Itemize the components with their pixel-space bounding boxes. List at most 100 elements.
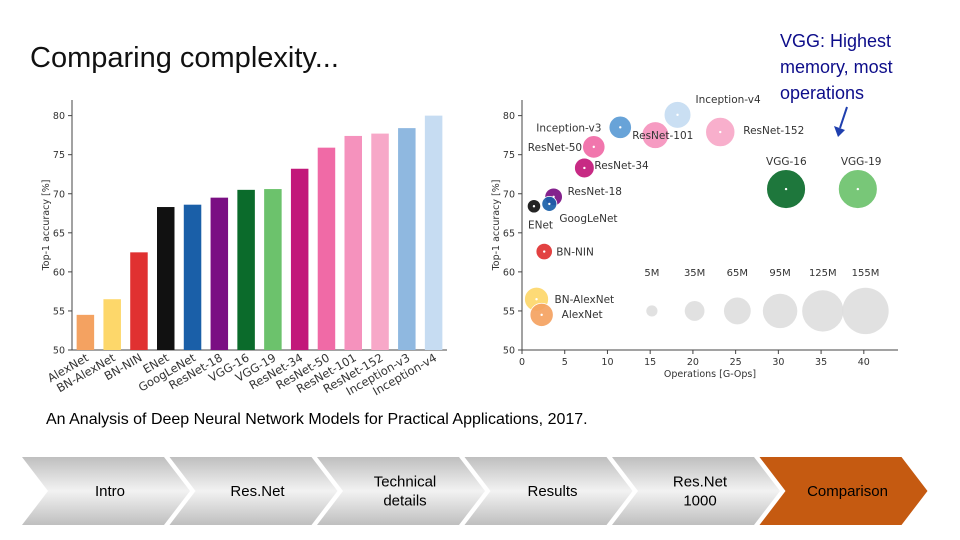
nav-step[interactable]: Res.Net (169, 457, 338, 525)
nav-step[interactable]: Results (464, 457, 633, 525)
y-tick-label: 65 (503, 228, 515, 239)
bubble-label-resnet-34: ResNet-34 (594, 160, 649, 172)
nav-step[interactable]: Technical details (317, 457, 485, 525)
citation: An Analysis of Deep Neural Network Model… (46, 411, 588, 428)
bubble-center (543, 250, 546, 253)
bar-bn-nin (130, 252, 148, 350)
bar-alexnet (76, 314, 95, 350)
bubble-label-resnet-18: ResNet-18 (568, 186, 622, 198)
y-tick-label: 70 (503, 189, 515, 200)
bar-vgg-19 (264, 189, 282, 350)
bar-inception-v3 (398, 128, 416, 350)
y-tick-label: 60 (503, 267, 515, 278)
bubble-center (784, 187, 788, 191)
bubble-center (856, 187, 860, 191)
x-tick-label: 25 (730, 357, 742, 368)
bar-resnet-50 (317, 147, 336, 350)
operations-bubble-chart: 5M 35M 65M 95M 125M 155M AlexNet BN-AlexNet BN-N… (491, 94, 898, 380)
bar-googlenet (183, 204, 202, 350)
nav-step-label: details (383, 493, 426, 510)
bubble-label-resnet-101: ResNet-101 (632, 130, 693, 142)
bubble-center (583, 166, 586, 170)
x-tick-label: 10 (601, 357, 613, 368)
nav-step[interactable]: Comparison (759, 457, 928, 525)
nav-step-label: 1000 (683, 493, 716, 510)
slide-title: Comparing complexity... (30, 42, 339, 74)
size-legend-circle (802, 290, 844, 332)
nav-step[interactable]: Res.Net 1000 (612, 457, 780, 525)
bar-resnet-34 (290, 168, 309, 350)
nav-step-label: Res.Net (230, 483, 285, 500)
size-legend-label: 125M (809, 268, 837, 279)
progress-nav: Intro Res.Net Technical details Results Res.N… (22, 457, 928, 525)
bubble-label-vgg-19: VGG-19 (841, 156, 882, 168)
bar-resnet-152 (371, 133, 389, 350)
bar-inception-v4 (424, 115, 443, 350)
bubble-label-inception-v3: Inception-v3 (536, 122, 601, 134)
bar-resnet-101 (344, 135, 362, 350)
nav-step-label: Results (527, 483, 577, 500)
nav-step-shape (169, 457, 338, 525)
size-legend-label: 65M (727, 268, 748, 279)
nav-step-shape (759, 457, 928, 525)
bubble-label-vgg-16: VGG-16 (766, 156, 807, 168)
y-tick-label: 55 (503, 306, 515, 317)
size-legend-circle (762, 293, 798, 329)
x-tick-label: 5 (562, 357, 568, 368)
y-tick-label: 80 (503, 111, 515, 122)
y-tick-label: 80 (53, 111, 65, 122)
bubble-center (540, 313, 543, 317)
size-legend-circle (684, 301, 705, 321)
bubble-center (719, 130, 722, 134)
x-tick-label: 0 (519, 357, 525, 368)
size-legend-circle (842, 287, 889, 335)
nav-step-shape (317, 457, 485, 525)
y-tick-label: 55 (53, 306, 65, 317)
bar-enet (157, 207, 175, 350)
bar-vgg-16 (237, 189, 255, 350)
bubble-center (619, 126, 622, 129)
x-tick-label: 30 (772, 357, 784, 368)
size-legend-label: 35M (684, 268, 705, 279)
bubble-center (532, 205, 536, 208)
nav-step-label: Technical (374, 474, 437, 491)
y-tick-label: 60 (53, 267, 65, 278)
nav-step-label: Comparison (807, 483, 888, 500)
bubble-center (548, 202, 551, 206)
bubble-center (676, 113, 679, 117)
size-legend-circle (723, 297, 751, 325)
arrow-icon (834, 106, 848, 137)
bar-resnet-18 (210, 197, 229, 350)
x-tick-label: 35 (815, 357, 827, 368)
x-tick-label: 40 (858, 357, 870, 368)
y-tick-label: 70 (53, 189, 65, 200)
bubble-label-alexnet: AlexNet (562, 309, 603, 321)
y-tick-label: 65 (53, 228, 65, 239)
y-tick-label: 50 (53, 346, 65, 357)
bubble-center (535, 298, 538, 301)
size-legend-circle (646, 305, 658, 317)
nav-step-shape (22, 457, 190, 525)
nav-step-shape (612, 457, 780, 525)
vgg-annotation: VGG: Highest memory, most operations (780, 31, 893, 103)
plot-area: 5M 35M 65M 95M 125M 155M AlexNet BN-AlexNet BN-N… (524, 94, 889, 335)
nav-step[interactable]: Intro (22, 457, 190, 525)
y-tick-label: 75 (503, 150, 515, 161)
bubble-label-googlenet: GoogLeNet (559, 213, 617, 225)
x-tick-label: 20 (687, 357, 699, 368)
size-legend-label: 95M (769, 268, 790, 279)
size-legend-label: 155M (852, 268, 880, 279)
bar-bn-alexnet (103, 299, 121, 350)
bubble-label-inception-v4: Inception-v4 (696, 94, 761, 106)
x-axis-label: Operations [G-Ops] (664, 369, 756, 380)
bubble-label-resnet-152: ResNet-152 (743, 125, 804, 137)
x-tick-label: 15 (644, 357, 656, 368)
bubble-center (654, 133, 657, 137)
bubble-label-bn-nin: BN-NIN (556, 247, 594, 259)
bubble-label-resnet-50: ResNet-50 (528, 142, 582, 154)
y-axis-label: Top-1 accuracy [%] (491, 180, 502, 272)
bubble-label-enet: ENet (528, 219, 553, 231)
y-tick-label: 50 (503, 346, 515, 357)
nav-step-label: Res.Net (673, 474, 728, 491)
